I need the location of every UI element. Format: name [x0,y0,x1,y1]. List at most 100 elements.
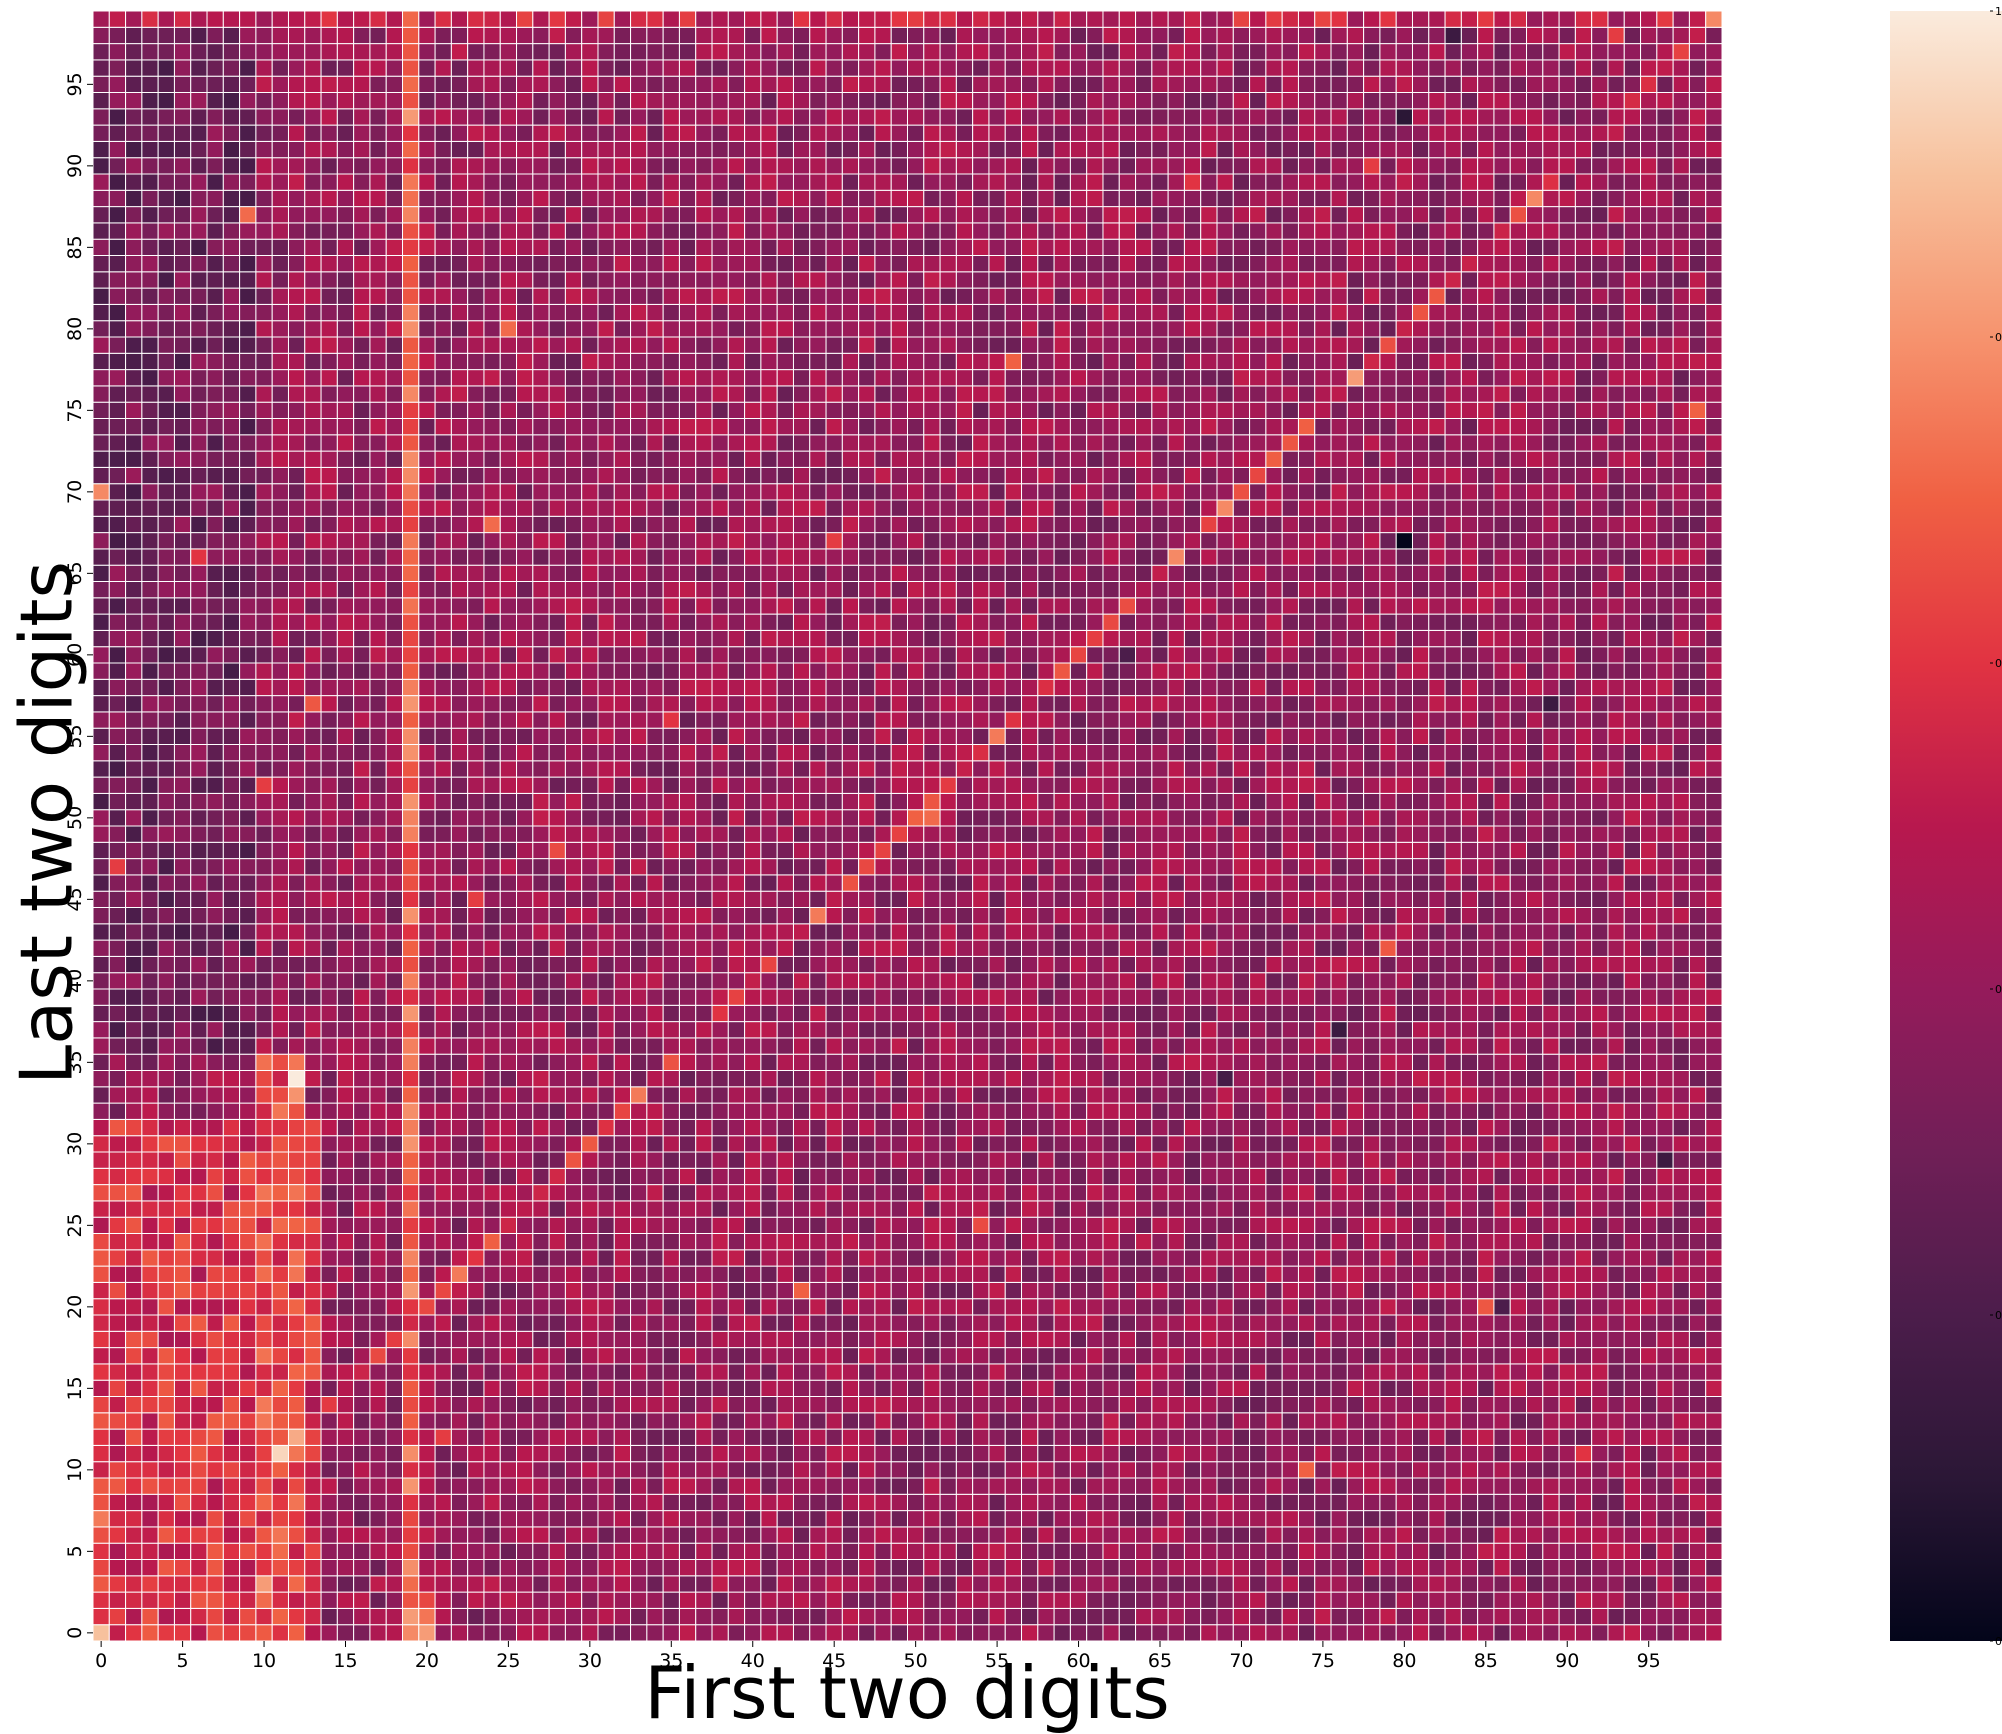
heatmap-cell [1640,1265,1658,1283]
heatmap-cell [1118,1053,1137,1071]
heatmap-cell [1509,972,1528,990]
heatmap-cell [1428,841,1446,860]
heatmap-cell [1004,1607,1023,1626]
heatmap-cell [483,1070,501,1088]
heatmap-cell [1053,874,1071,892]
heatmap-cell [304,1591,322,1609]
heatmap-cell [581,1249,599,1267]
heatmap-cell [1542,1021,1560,1039]
heatmap-cell [1069,1281,1088,1300]
heatmap-cell [630,1298,648,1316]
heatmap-cell [434,1167,452,1186]
heatmap-cell [1656,1428,1674,1446]
heatmap-cell [336,907,355,925]
heatmap-cell [173,1086,192,1104]
heatmap-cell [450,1363,469,1381]
heatmap-cell [1118,1118,1137,1137]
heatmap-cell [613,923,632,941]
heatmap-cell [157,939,175,957]
heatmap-cell [304,1053,322,1071]
heatmap-cell [597,1510,615,1528]
heatmap-cell [1672,1542,1690,1560]
heatmap-cell [1526,1379,1544,1397]
heatmap-cell [287,1265,306,1283]
heatmap-cell [923,907,941,925]
heatmap-cell [678,825,697,843]
heatmap-cell [287,1037,306,1055]
heatmap-cell [108,1363,127,1381]
heatmap-cell [1574,1363,1593,1381]
heatmap-cell [1444,1265,1462,1283]
heatmap-cell [1444,1184,1462,1202]
heatmap-cell [695,1575,713,1593]
heatmap-cell [516,1021,534,1039]
heatmap-cell [1216,923,1234,941]
heatmap-cell [369,1086,387,1104]
heatmap-cell [1216,1167,1234,1186]
heatmap-cell [597,907,615,925]
heatmap-cell [336,1412,355,1430]
heatmap-cell [809,841,827,860]
heatmap-cell [1069,1167,1088,1186]
heatmap-cell [1672,1021,1690,1039]
heatmap-cell [1021,1200,1039,1218]
heatmap-cell [1574,923,1593,941]
heatmap-cell [581,939,599,957]
heatmap-cell [141,1004,159,1023]
heatmap-cell [1183,1086,1202,1104]
heatmap-cell [516,1118,534,1137]
heatmap-cell [141,1510,159,1528]
heatmap-cell [1542,825,1560,843]
heatmap-cell [923,1118,941,1137]
heatmap-cell [1053,955,1071,974]
heatmap-cell [874,907,892,925]
heatmap-cell [385,1184,404,1202]
heatmap-cell [108,1575,127,1593]
heatmap-cell [1640,1559,1658,1577]
heatmap-cell [206,1135,224,1153]
heatmap-cell [1265,1461,1283,1479]
heatmap-cell [955,858,974,876]
heatmap-cell [1672,1526,1690,1544]
heatmap-cell [1379,1412,1397,1430]
heatmap-cell [972,1591,990,1609]
heatmap-cell [825,1021,843,1039]
heatmap-cell [1004,955,1023,974]
heatmap-cell [190,1298,208,1316]
heatmap-cell [239,1624,257,1642]
heatmap-cell [1200,1167,1218,1186]
heatmap-cell [1216,1493,1234,1512]
heatmap-cell [239,841,257,860]
heatmap-cell [239,939,257,957]
heatmap-cell [369,858,387,876]
heatmap-cell [516,1363,534,1381]
heatmap-cell [841,1118,860,1137]
heatmap-cell [1037,841,1055,860]
heatmap-cell [1314,1004,1332,1023]
heatmap-cell [564,1363,583,1381]
heatmap-cell [972,1265,990,1283]
heatmap-cell [1411,1135,1430,1153]
heatmap-cell [287,1559,306,1577]
heatmap-cell [776,1004,794,1023]
heatmap-cell [662,923,680,941]
heatmap-cell [483,1086,501,1104]
heatmap-cell [1069,988,1088,1006]
heatmap-cell [646,1184,664,1202]
heatmap-cell [434,1477,452,1495]
heatmap-cell [434,1070,452,1088]
heatmap-cell [744,1216,762,1234]
heatmap-cell [320,1363,338,1381]
heatmap-cell [1379,1363,1397,1381]
heatmap-cell [483,1559,501,1577]
heatmap-cell [1167,1396,1185,1414]
heatmap-cell [809,1379,827,1397]
heatmap-cell [1069,1086,1088,1104]
heatmap-cell [1623,1330,1642,1349]
heatmap-cell [173,1053,192,1071]
heatmap-cell [939,890,957,909]
heatmap-cell [776,1151,794,1169]
heatmap-cell [255,1233,273,1251]
heatmap-cell [255,1607,273,1626]
heatmap-cell [1509,1624,1528,1642]
